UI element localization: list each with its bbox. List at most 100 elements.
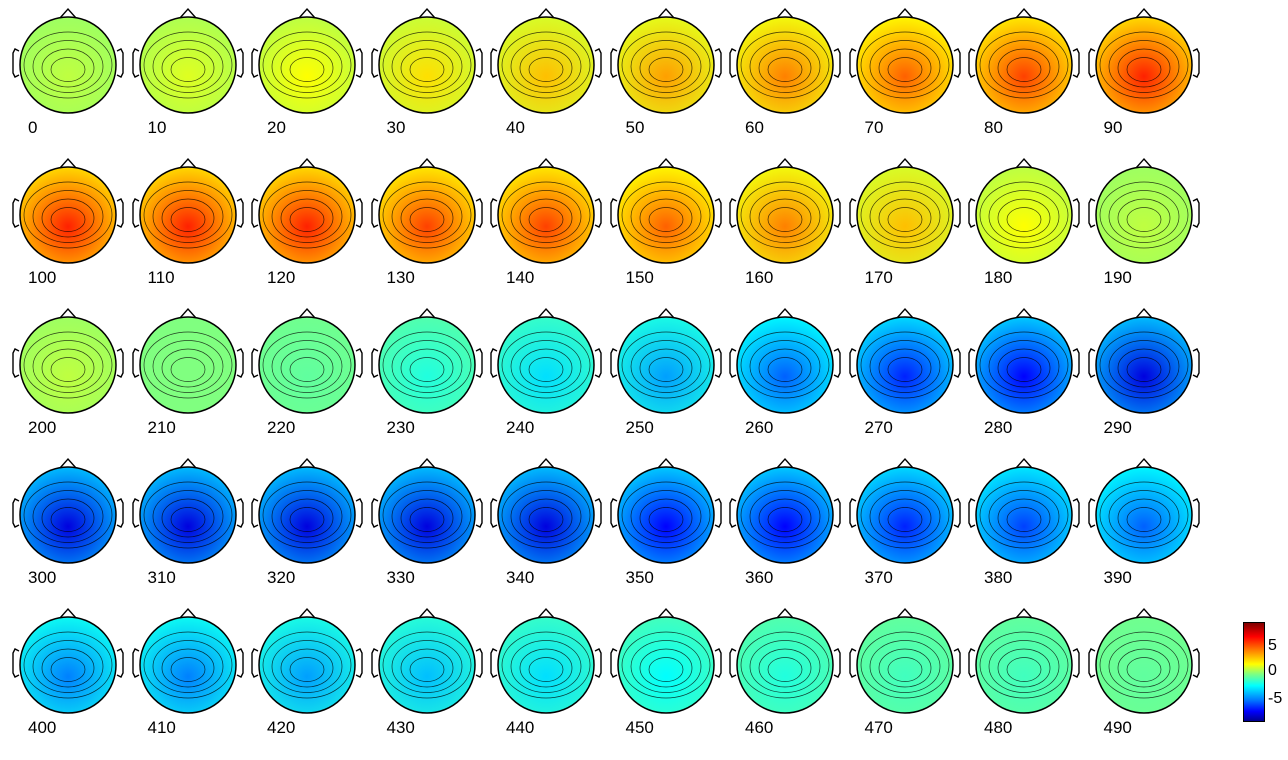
left-ear-marker	[131, 498, 139, 528]
left-ear-marker	[131, 648, 139, 678]
contour-line	[289, 357, 325, 382]
contour-line	[50, 207, 86, 232]
right-ear-marker	[475, 348, 483, 378]
contour-line	[143, 331, 232, 399]
nose-marker	[59, 157, 77, 169]
latency-label: 40	[506, 118, 525, 137]
contour-line	[1126, 57, 1161, 82]
scalp-map	[968, 307, 1080, 414]
contour-line	[1126, 657, 1161, 682]
left-ear-marker	[12, 198, 20, 228]
scalp-map	[370, 157, 483, 264]
right-ear-marker	[355, 198, 363, 228]
contour-line	[860, 181, 949, 249]
head-outline	[19, 16, 117, 114]
scalp-map	[251, 457, 363, 564]
contour-line	[1099, 31, 1188, 99]
contour-line	[409, 507, 444, 532]
right-ear-marker	[953, 48, 961, 78]
left-ear-marker	[251, 498, 259, 528]
scalp-map	[490, 607, 602, 714]
latency-label: 90	[1103, 118, 1123, 137]
contour-line	[767, 507, 803, 532]
scalp-map	[490, 457, 602, 564]
contour-line	[749, 490, 821, 543]
contour-line	[1099, 181, 1188, 249]
topomap-cell: 390	[1084, 455, 1204, 595]
topomap-cell: 60	[725, 5, 845, 145]
contour-line	[41, 348, 95, 388]
right-ear-marker	[475, 198, 483, 228]
nose-marker	[776, 157, 794, 169]
contour-line	[1126, 507, 1161, 532]
left-ear-marker	[848, 648, 856, 678]
latency-label: 310	[147, 568, 176, 587]
head-outline	[377, 316, 476, 414]
left-ear-marker	[968, 198, 976, 228]
contour-line	[391, 640, 462, 693]
latency-label: 270	[864, 418, 893, 437]
topomap-cell: 320	[247, 455, 367, 595]
left-ear-marker	[1087, 498, 1095, 528]
contour-line	[400, 498, 453, 538]
right-ear-marker	[714, 648, 722, 678]
nose-marker	[59, 457, 77, 469]
contour-line	[152, 490, 223, 543]
scalp-map	[12, 157, 124, 264]
nose-marker	[417, 157, 436, 169]
contour-line	[887, 357, 922, 382]
head-outline	[736, 466, 834, 564]
colorbar	[1243, 622, 1265, 722]
contour-line	[143, 31, 232, 99]
right-ear-marker	[1192, 198, 1200, 228]
contour-line	[997, 348, 1051, 388]
scalp-map	[490, 307, 602, 414]
nose-marker	[895, 157, 914, 169]
contour-line	[1108, 340, 1179, 393]
right-ear-marker	[953, 198, 961, 228]
right-ear-marker	[833, 348, 841, 378]
topomap-cell: 360	[725, 455, 845, 595]
latency-label: 390	[1103, 568, 1132, 587]
left-ear-marker	[490, 48, 498, 78]
left-ear-marker	[251, 348, 259, 378]
topomap-cell: 110	[128, 155, 248, 295]
contour-line	[501, 481, 591, 549]
right-ear-marker	[116, 198, 124, 228]
topomap-cell: 150	[606, 155, 726, 295]
contour-line	[979, 331, 1069, 399]
right-ear-marker	[953, 348, 961, 378]
latency-label: 50	[625, 118, 645, 137]
topomap-cell: 330	[367, 455, 487, 595]
right-ear-marker	[475, 48, 483, 78]
scalp-map	[848, 7, 961, 114]
topomap-cell: 440	[486, 605, 606, 745]
head-outline	[377, 616, 476, 714]
head-outline	[377, 466, 476, 564]
nose-marker	[59, 7, 77, 19]
head-outline	[497, 166, 595, 264]
nose-marker	[656, 307, 675, 319]
nose-marker	[298, 157, 316, 169]
left-ear-marker	[251, 48, 259, 78]
head-outline	[138, 16, 237, 114]
scalp-map	[1087, 7, 1200, 114]
contour-line	[621, 331, 710, 399]
topomap-cell: 230	[367, 305, 487, 445]
head-outline	[855, 616, 954, 714]
contour-line	[887, 57, 922, 82]
contour-line	[630, 640, 701, 693]
topomap-cell: 30	[367, 5, 487, 145]
latency-label: 410	[147, 718, 176, 737]
contour-line	[860, 331, 949, 399]
contour-line	[50, 57, 86, 82]
contour-line	[749, 190, 821, 243]
head-outline	[975, 616, 1073, 714]
contour-line	[758, 198, 812, 238]
contour-line	[519, 348, 573, 388]
contour-line	[630, 490, 701, 543]
contour-line	[988, 490, 1060, 543]
scalp-map	[729, 457, 841, 564]
latency-label: 370	[864, 568, 893, 587]
contour-line	[869, 340, 940, 393]
